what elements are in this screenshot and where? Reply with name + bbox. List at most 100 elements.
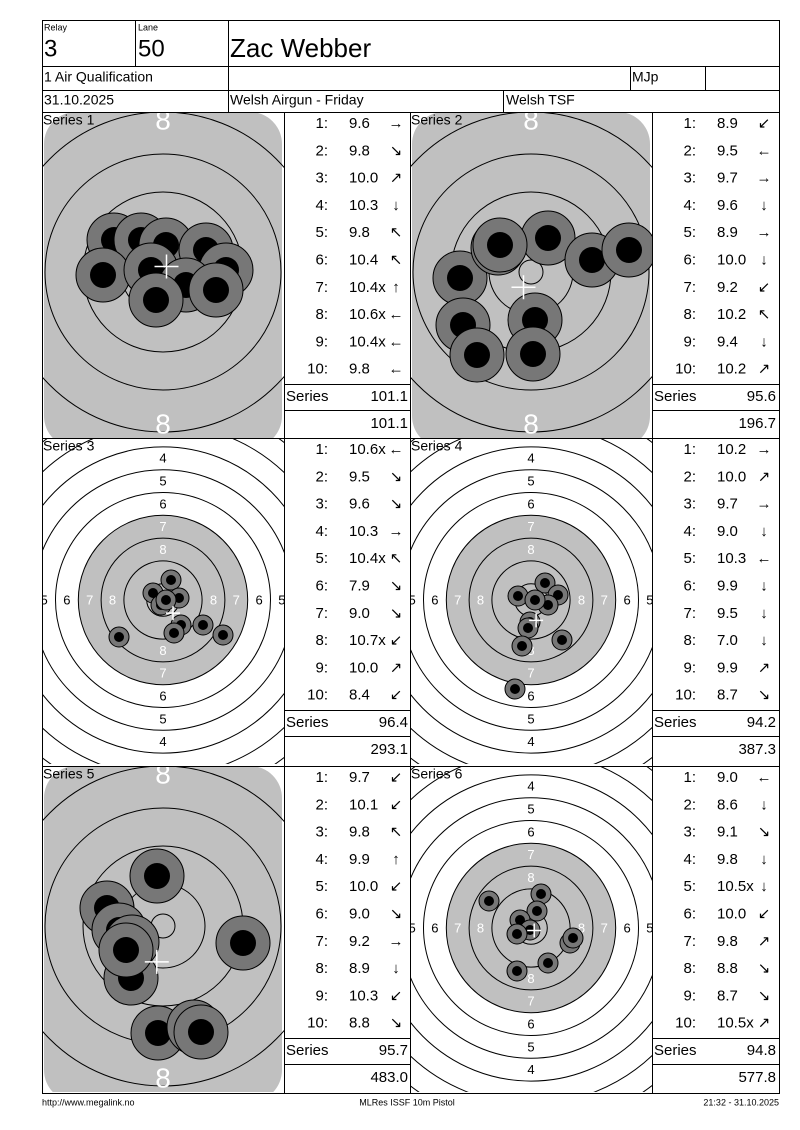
shot-direction: ↗ bbox=[390, 659, 403, 676]
shot-number: 4: bbox=[683, 523, 696, 540]
shot-number: 9: bbox=[315, 987, 328, 1004]
ring-label: 7 bbox=[527, 519, 534, 534]
shot-core bbox=[540, 578, 550, 588]
shot-number: 4: bbox=[683, 197, 696, 214]
cumulative-total: 196.7 bbox=[738, 415, 776, 432]
ring-label: 8 bbox=[155, 1062, 171, 1093]
shot-direction: ↓ bbox=[760, 251, 768, 268]
shot-core bbox=[174, 593, 184, 603]
shot-score: 10.6x bbox=[349, 441, 386, 458]
ring-label: 8 bbox=[477, 920, 484, 935]
shot-direction: → bbox=[389, 115, 404, 132]
ring-label: 8 bbox=[527, 971, 534, 986]
series-label: Series 4 bbox=[411, 438, 463, 454]
shot-number: 3: bbox=[683, 496, 696, 513]
ring-label: 7 bbox=[159, 519, 166, 534]
shot-direction: ← bbox=[757, 550, 772, 567]
ring-label: 8 bbox=[477, 592, 484, 607]
shot-number: 9: bbox=[315, 333, 328, 350]
shot-score: 9.2 bbox=[349, 933, 370, 950]
series-total-label: Series bbox=[286, 388, 329, 405]
shot-score: 9.9 bbox=[717, 659, 738, 676]
shot-number: 5: bbox=[315, 224, 328, 241]
series-label: Series 6 bbox=[411, 766, 463, 782]
shot-direction: ↖ bbox=[390, 550, 403, 567]
ring-label: 5 bbox=[527, 802, 534, 817]
shot-score: 9.5 bbox=[717, 142, 738, 159]
ring-label: 6 bbox=[623, 592, 630, 607]
shot-direction: ↘ bbox=[390, 905, 403, 922]
shot-core bbox=[144, 863, 170, 889]
shot-number: 3: bbox=[315, 170, 328, 187]
shot-number: 6: bbox=[315, 251, 328, 268]
shot-core bbox=[447, 265, 473, 291]
shooter-name: Zac Webber bbox=[230, 33, 371, 63]
ring-label: 7 bbox=[155, 62, 171, 93]
ring bbox=[123, 560, 203, 640]
ring bbox=[412, 153, 650, 391]
ring bbox=[468, 865, 594, 991]
shot-score: 10.3 bbox=[349, 523, 378, 540]
shot-score: 9.8 bbox=[349, 824, 370, 841]
shot-core bbox=[166, 575, 176, 585]
shot-score: 9.7 bbox=[717, 496, 738, 513]
ring bbox=[43, 113, 284, 433]
shot-number: 2: bbox=[683, 796, 696, 813]
shot-number: 1: bbox=[683, 441, 696, 458]
shot-number: 1: bbox=[315, 115, 328, 132]
shot-number: 8: bbox=[683, 960, 696, 977]
shot-score: 8.4 bbox=[349, 687, 370, 704]
shot-direction: ↘ bbox=[758, 960, 771, 977]
shot-core bbox=[520, 341, 546, 367]
shot-direction: ↓ bbox=[760, 197, 768, 214]
shot-direction: ↘ bbox=[390, 142, 403, 159]
ring-label: 5 bbox=[527, 474, 534, 489]
shot-score: 9.6 bbox=[717, 197, 738, 214]
ring-label: 6 bbox=[623, 920, 630, 935]
shot-direction: ↙ bbox=[758, 115, 771, 132]
shot-direction: ← bbox=[389, 333, 404, 350]
shot-core bbox=[148, 588, 158, 598]
shot-score: 8.8 bbox=[717, 960, 738, 977]
shot-score: 9.1 bbox=[717, 824, 738, 841]
shot-score: 10.2 bbox=[717, 441, 746, 458]
shot-score: 9.8 bbox=[349, 142, 370, 159]
relay: 3 bbox=[44, 35, 57, 62]
ring-label: 6 bbox=[527, 824, 534, 839]
shot-number: 4: bbox=[315, 851, 328, 868]
shot-direction: ↖ bbox=[390, 824, 403, 841]
ring-label: 4 bbox=[18, 592, 25, 607]
shot-score: 9.9 bbox=[349, 851, 370, 868]
shot-direction: ↖ bbox=[390, 224, 403, 241]
series-total: 96.4 bbox=[379, 714, 408, 731]
shot-number: 6: bbox=[315, 577, 328, 594]
ring bbox=[43, 446, 284, 754]
shot-number: 5: bbox=[683, 550, 696, 567]
shot-direction: → bbox=[389, 933, 404, 950]
shot-score: 9.7 bbox=[717, 170, 738, 187]
relay-label: Relay bbox=[44, 22, 68, 32]
shot-direction: ← bbox=[757, 142, 772, 159]
ring-label: 7 bbox=[329, 256, 345, 287]
cumulative-total: 101.1 bbox=[370, 415, 408, 432]
ring bbox=[411, 446, 652, 754]
shot-score: 10.0 bbox=[349, 659, 378, 676]
ring-label: 5 bbox=[159, 474, 166, 489]
shot-direction: ↗ bbox=[758, 468, 771, 485]
shot-number: 10: bbox=[675, 361, 696, 378]
shot-number: 4: bbox=[315, 197, 328, 214]
ring-label: 8 bbox=[527, 542, 534, 557]
shot-core bbox=[145, 1020, 171, 1046]
ring-label: 4 bbox=[669, 920, 676, 935]
shot-core bbox=[579, 247, 605, 273]
shot-core bbox=[113, 937, 139, 963]
ring-label: 6 bbox=[431, 592, 438, 607]
ring-label: 7 bbox=[527, 994, 534, 1009]
shot-score: 10.7x bbox=[349, 632, 386, 649]
ring-label: 5 bbox=[527, 711, 534, 726]
shot-direction: ↗ bbox=[390, 170, 403, 187]
shot-number: 10: bbox=[675, 1015, 696, 1032]
